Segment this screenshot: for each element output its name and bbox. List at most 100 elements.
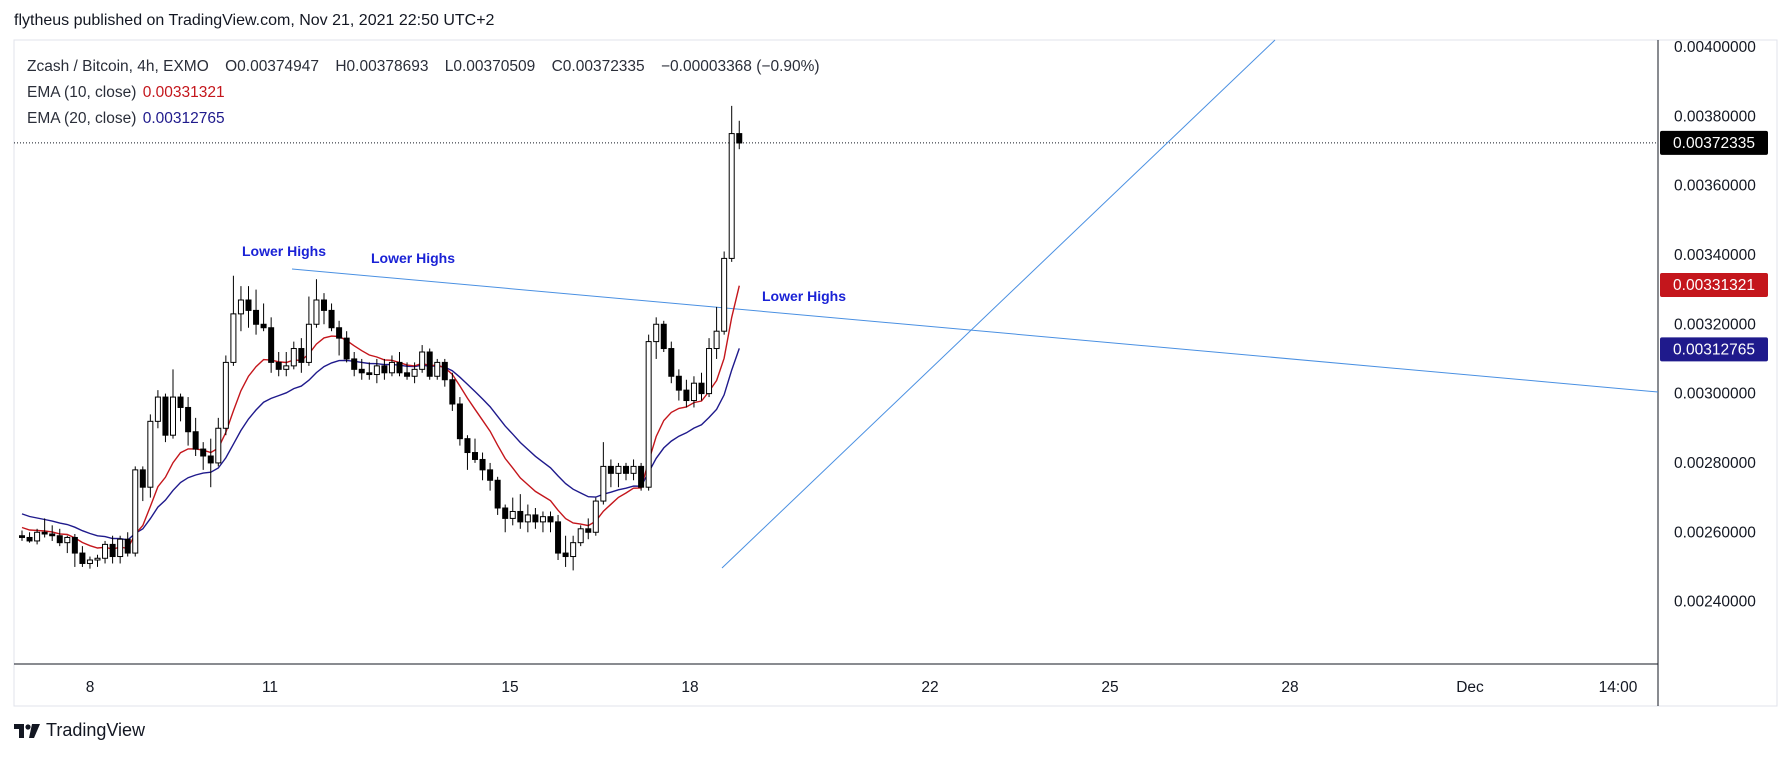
candle-up[interactable] [222, 361, 229, 429]
ema20-line[interactable] [21, 348, 740, 541]
tradingview-logo[interactable]: TradingView [14, 720, 145, 741]
candle-down[interactable] [268, 327, 275, 363]
ascending-trendline[interactable] [721, 39, 1276, 569]
candle-down[interactable] [245, 299, 252, 311]
candle-down[interactable] [479, 458, 486, 471]
candle-up[interactable] [645, 341, 652, 488]
candle-down[interactable] [456, 403, 463, 440]
candle-down[interactable] [547, 516, 554, 523]
candle-down[interactable] [139, 469, 146, 488]
candle-down[interactable] [207, 455, 214, 464]
candle-down[interactable] [607, 465, 614, 474]
candle-down[interactable] [26, 536, 33, 542]
candle-down[interactable] [472, 452, 478, 460]
candle-up[interactable] [215, 427, 222, 464]
candle-down[interactable] [253, 309, 260, 325]
candle-down[interactable] [321, 299, 327, 311]
candle-up[interactable] [524, 514, 531, 523]
candle-up[interactable] [34, 531, 41, 542]
candle-up[interactable] [592, 500, 599, 533]
candle-up[interactable] [237, 299, 244, 315]
candle-up[interactable] [728, 133, 735, 259]
candle-up[interactable] [170, 396, 176, 436]
candle-up[interactable] [600, 465, 607, 502]
candle-down[interactable] [185, 406, 192, 433]
candle-up[interactable] [653, 323, 660, 343]
candle-down[interactable] [698, 382, 705, 395]
candle-up[interactable] [154, 396, 161, 422]
candle-down[interactable] [532, 514, 539, 523]
candle-down[interactable] [638, 465, 645, 488]
candle-down[interactable] [41, 531, 48, 535]
candle-up[interactable] [388, 361, 395, 374]
candle-down[interactable] [555, 521, 562, 554]
candle-up[interactable] [570, 542, 577, 558]
candle-down[interactable] [683, 389, 690, 402]
candle-down[interactable] [404, 372, 411, 377]
candle-up[interactable] [630, 465, 637, 474]
legend-ema20-row[interactable]: EMA (20, close) 0.00312765 [27, 106, 820, 132]
candle-down[interactable] [736, 133, 743, 144]
candle-up[interactable] [615, 465, 622, 474]
candle-up[interactable] [290, 348, 297, 367]
candle-up[interactable] [577, 528, 584, 544]
candle-up[interactable] [64, 536, 71, 544]
ema10-line[interactable] [21, 285, 740, 550]
candle-down[interactable] [366, 372, 373, 376]
candle-down[interactable] [71, 536, 78, 554]
candle-down[interactable] [381, 365, 388, 374]
candle-down[interactable] [56, 535, 63, 544]
candle-down[interactable] [260, 323, 267, 329]
candle-down[interactable] [660, 323, 667, 350]
candle-down[interactable] [449, 379, 456, 405]
candle-up[interactable] [434, 361, 441, 377]
candle-up[interactable] [117, 538, 124, 558]
candle-up[interactable] [373, 365, 380, 376]
candle-down[interactable] [328, 309, 335, 329]
candle-up[interactable] [102, 543, 109, 559]
legend-ema10-row[interactable]: EMA (10, close) 0.00331321 [27, 80, 820, 106]
candle-up[interactable] [539, 516, 546, 523]
candle-down[interactable] [502, 507, 509, 519]
candle-up[interactable] [713, 330, 720, 350]
candle-down[interactable] [351, 358, 358, 370]
symbol-title[interactable]: Zcash / Bitcoin, 4h, EXMO [27, 58, 209, 75]
candle-down[interactable] [19, 535, 25, 538]
candle-down[interactable] [517, 510, 524, 523]
candle-up[interactable] [86, 559, 93, 564]
candle-up[interactable] [147, 420, 154, 488]
candle-up[interactable] [132, 469, 139, 554]
candle-down[interactable] [124, 538, 131, 554]
candle-up[interactable] [509, 510, 516, 519]
candle-down[interactable] [298, 348, 305, 363]
candle-down[interactable] [343, 337, 350, 360]
candle-down[interactable] [358, 368, 365, 374]
candle-down[interactable] [441, 361, 448, 381]
candle-up[interactable] [419, 351, 426, 370]
candle-down[interactable] [464, 438, 471, 454]
candle-up[interactable] [313, 299, 320, 325]
candle-up[interactable] [283, 365, 290, 370]
candle-down[interactable] [675, 375, 682, 391]
candle-down[interactable] [396, 361, 403, 374]
candle-up[interactable] [706, 348, 713, 395]
candle-up[interactable] [230, 313, 237, 363]
descending-trendline[interactable] [291, 268, 1659, 393]
candle-down[interactable] [668, 348, 675, 377]
candle-up[interactable] [411, 368, 418, 377]
candle-down[interactable] [585, 528, 592, 533]
candle-down[interactable] [109, 543, 116, 558]
candle-down[interactable] [336, 327, 343, 339]
candle-down[interactable] [426, 351, 433, 377]
candle-down[interactable] [562, 552, 569, 558]
candle-down[interactable] [200, 448, 207, 457]
candle-down[interactable] [177, 396, 184, 408]
candle-up[interactable] [690, 382, 697, 402]
candle-down[interactable] [487, 469, 494, 481]
candle-up[interactable] [721, 257, 728, 332]
candle-up[interactable] [94, 557, 101, 561]
candle-down[interactable] [49, 533, 56, 537]
candle-up[interactable] [305, 323, 312, 363]
candle-down[interactable] [494, 479, 501, 509]
